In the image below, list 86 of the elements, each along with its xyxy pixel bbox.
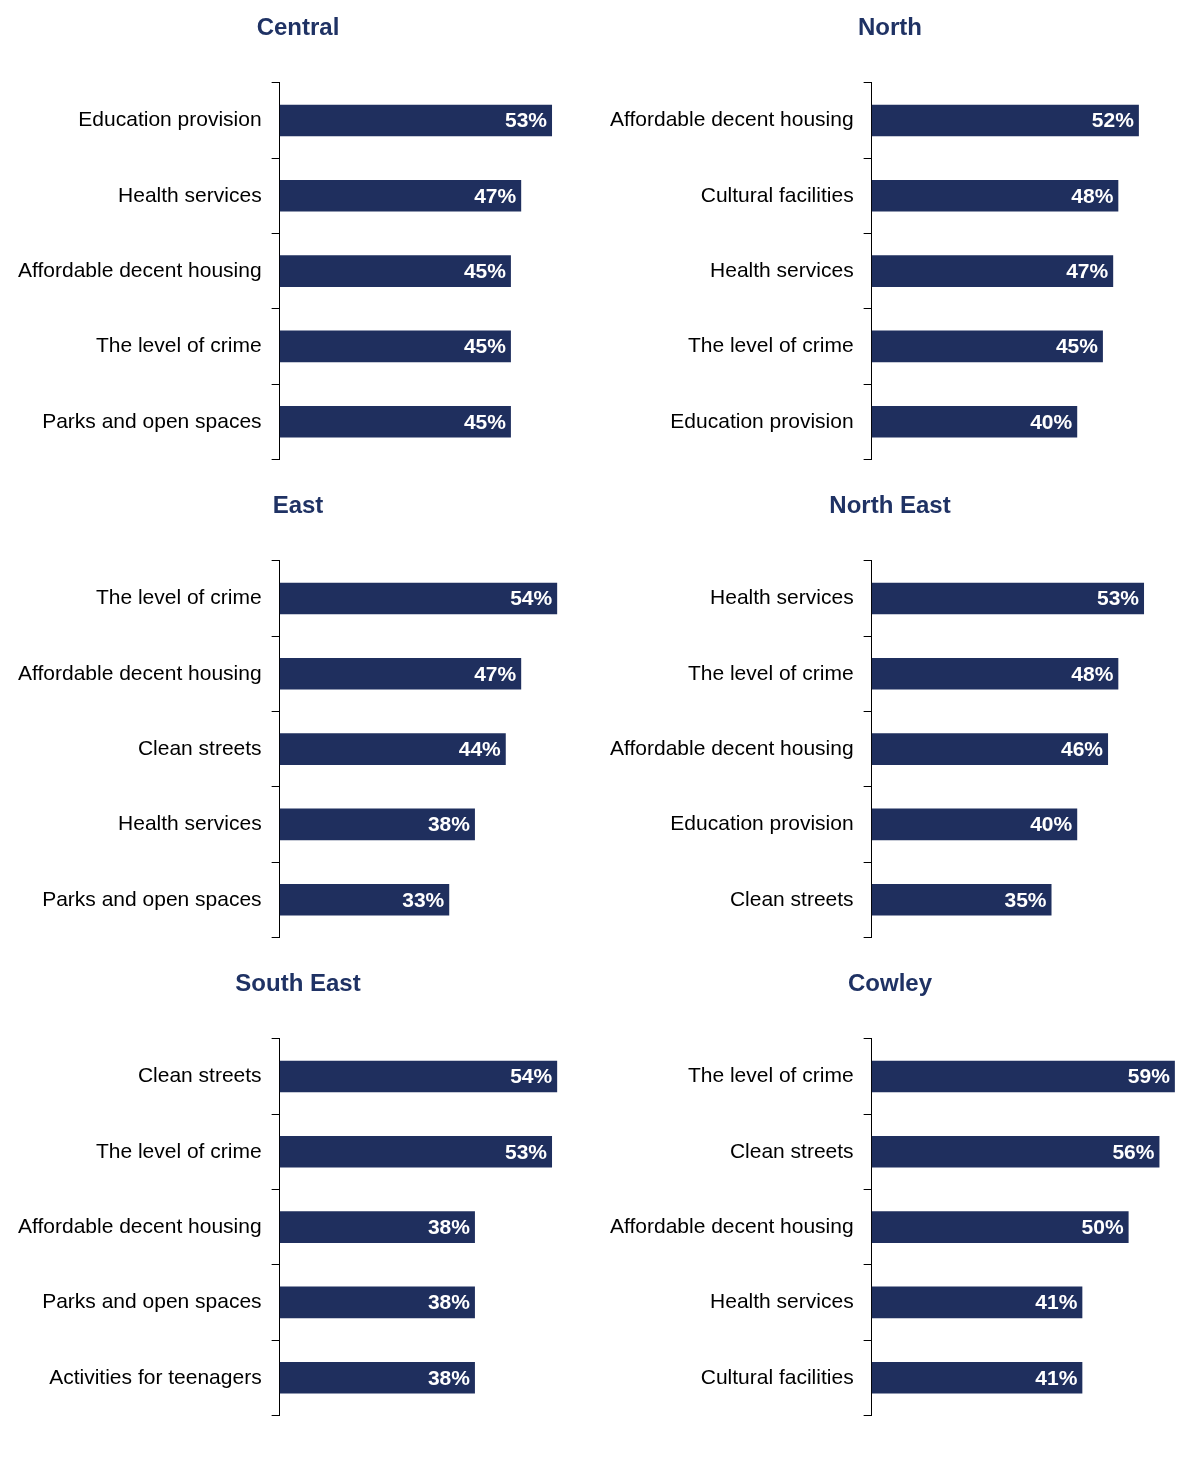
data-label: 44% xyxy=(458,736,502,760)
data-label: 38% xyxy=(427,1214,471,1238)
y-tick-label: Health services xyxy=(118,811,262,835)
bar xyxy=(871,808,1078,841)
data-label: 38% xyxy=(427,1365,471,1389)
data-label: 59% xyxy=(1127,1064,1171,1088)
y-tick-label: Health services xyxy=(710,257,854,281)
chart-title: North xyxy=(858,13,922,41)
bar xyxy=(871,582,1145,615)
data-label: 50% xyxy=(1081,1214,1124,1238)
y-tick-label: Health services xyxy=(710,1289,854,1313)
data-label: 45% xyxy=(1055,334,1099,358)
data-label: 48% xyxy=(1071,661,1114,685)
data-label: 56% xyxy=(1112,1139,1155,1163)
bar xyxy=(871,255,1114,287)
y-tick-label: The level of crime xyxy=(95,1138,262,1162)
y-tick-label: Parks and open spaces xyxy=(42,1289,262,1313)
y-tick-label: Cultural facilities xyxy=(700,182,854,206)
data-label: 40% xyxy=(1030,812,1073,836)
bar xyxy=(871,179,1119,212)
y-tick-label: Parks and open spaces xyxy=(42,886,262,910)
y-tick-label: Affordable decent housing xyxy=(609,107,854,131)
data-label: 53% xyxy=(1096,586,1140,610)
bar xyxy=(871,104,1139,137)
y-tick-label: Parks and open spaces xyxy=(42,408,262,432)
y-tick-label: The level of crime xyxy=(687,333,854,357)
y-tick-label: Activities for teenagers xyxy=(49,1364,262,1388)
y-tick-label: The level of crime xyxy=(687,1063,854,1087)
y-tick-label: Affordable decent housing xyxy=(17,660,262,684)
data-label: 47% xyxy=(474,183,517,207)
data-label: 53% xyxy=(504,1139,548,1163)
bar xyxy=(871,1060,1175,1093)
y-tick-label: Health services xyxy=(118,182,262,206)
bar xyxy=(279,883,450,916)
data-label: 41% xyxy=(1035,1365,1078,1389)
y-tick-label: The level of crime xyxy=(95,585,262,609)
y-tick-label: Cultural facilities xyxy=(700,1364,854,1388)
bar xyxy=(871,733,1109,765)
data-label: 47% xyxy=(474,661,517,685)
data-label: 47% xyxy=(1066,258,1109,282)
y-tick-label: The level of crime xyxy=(95,333,262,357)
bar xyxy=(279,582,558,615)
data-label: 38% xyxy=(427,812,471,836)
bar xyxy=(871,883,1052,916)
chart-title: East xyxy=(272,491,324,519)
y-tick-label: Affordable decent housing xyxy=(609,1213,854,1237)
data-label: 33% xyxy=(402,887,445,911)
data-label: 38% xyxy=(427,1290,471,1314)
bar xyxy=(279,657,522,690)
data-label: 53% xyxy=(504,108,548,132)
chart-title: South East xyxy=(235,969,361,997)
chart-title: Cowley xyxy=(847,969,933,997)
y-tick-label: Clean streets xyxy=(729,1138,854,1162)
y-tick-label: Education provision xyxy=(670,811,854,835)
data-label: 46% xyxy=(1061,736,1104,760)
data-label: 45% xyxy=(463,334,507,358)
data-label: 35% xyxy=(1004,887,1047,911)
y-tick-label: Health services xyxy=(710,585,854,609)
bar xyxy=(871,1286,1083,1319)
y-tick-label: Education provision xyxy=(78,107,262,131)
bar xyxy=(279,733,506,765)
y-tick-label: Clean streets xyxy=(137,735,262,759)
bar xyxy=(871,330,1103,363)
data-label: 45% xyxy=(463,409,507,433)
bar xyxy=(871,1135,1160,1168)
bar xyxy=(871,405,1078,438)
data-label: 41% xyxy=(1035,1290,1078,1314)
bar xyxy=(871,1211,1129,1243)
bar xyxy=(871,1361,1083,1394)
y-tick-label: Clean streets xyxy=(729,886,854,910)
y-tick-label: Affordable decent housing xyxy=(17,257,262,281)
data-label: 54% xyxy=(510,586,553,610)
data-label: 45% xyxy=(463,258,507,282)
y-tick-label: The level of crime xyxy=(687,660,854,684)
bar xyxy=(871,657,1119,690)
y-tick-label: Education provision xyxy=(670,408,854,432)
bar xyxy=(279,808,475,841)
data-label: 52% xyxy=(1091,108,1135,132)
y-tick-label: Affordable decent housing xyxy=(609,735,854,759)
y-tick-label: Affordable decent housing xyxy=(17,1213,262,1237)
data-label: 48% xyxy=(1071,183,1114,207)
y-tick-label: Clean streets xyxy=(137,1063,262,1087)
data-label: 54% xyxy=(510,1064,553,1088)
chart-title: Central xyxy=(256,13,340,41)
chart-title: North East xyxy=(829,491,951,519)
data-label: 40% xyxy=(1030,409,1073,433)
